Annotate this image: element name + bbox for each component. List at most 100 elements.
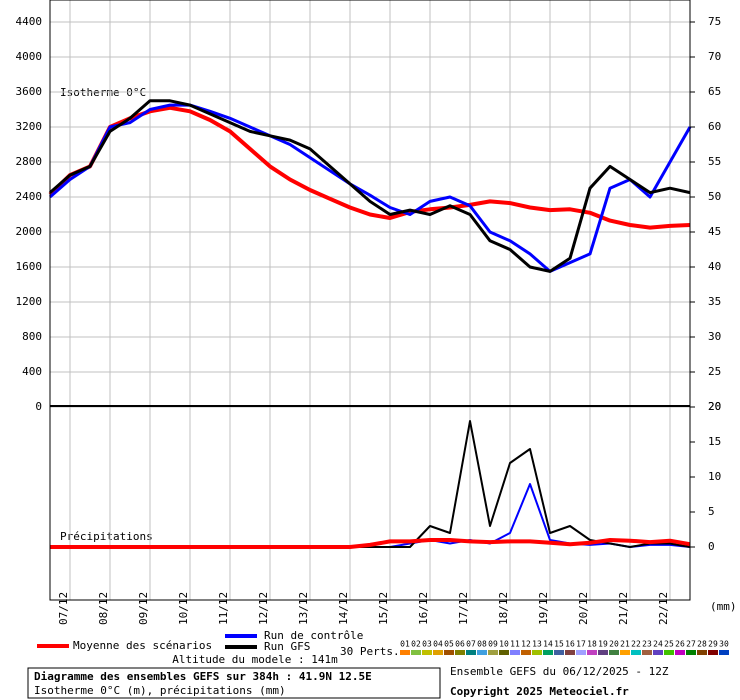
x-tick-label: 22/12 — [657, 592, 670, 625]
unit-label: (mm) — [710, 600, 737, 613]
pert-swatch — [631, 650, 641, 655]
pert-label: 27 — [686, 640, 696, 649]
pert-swatch — [455, 650, 465, 655]
bottom-panel-label: Précipitations — [60, 530, 153, 543]
x-tick-label: 21/12 — [617, 592, 630, 625]
x-tick-label: 16/12 — [417, 592, 430, 625]
pert-label: 04 — [433, 640, 443, 649]
pert-swatch — [620, 650, 630, 655]
series-line — [49, 103, 692, 273]
legend-label: Run de contrôle — [264, 629, 363, 642]
y2-tick-label: 25 — [708, 365, 721, 378]
pert-label: 19 — [598, 640, 608, 649]
pert-swatch — [708, 650, 718, 655]
pert-swatch — [422, 650, 432, 655]
pert-swatch — [499, 650, 509, 655]
footer-subtitle: Isotherme 0°C (m), précipitations (mm) — [34, 684, 286, 697]
pert-label: 05 — [444, 640, 454, 649]
pert-swatch — [653, 650, 663, 655]
pert-label: 11 — [510, 640, 520, 649]
plot-frame — [49, 0, 691, 601]
x-tick-label: 13/12 — [297, 592, 310, 625]
y-tick-label: 4000 — [16, 50, 43, 63]
perts-label: 30 Perts. — [340, 645, 400, 658]
pert-label: 10 — [499, 640, 509, 649]
x-tick-label: 18/12 — [497, 592, 510, 625]
pert-swatch — [675, 650, 685, 655]
y2-tick-label: 60 — [708, 120, 721, 133]
footer-title: Diagramme des ensembles GEFS sur 384h : … — [34, 670, 372, 683]
pert-swatch — [400, 650, 410, 655]
legend-label: Run GFS — [264, 640, 310, 653]
x-tick-label: 07/12 — [57, 592, 70, 625]
pert-swatch — [609, 650, 619, 655]
pert-swatch — [697, 650, 707, 655]
y2-tick-label: 75 — [708, 15, 721, 28]
pert-label: 03 — [422, 640, 432, 649]
y-tick-label: 2800 — [16, 155, 43, 168]
pert-label: 14 — [543, 640, 553, 649]
pert-label: 23 — [642, 640, 652, 649]
pert-swatch — [576, 650, 586, 655]
pert-swatch — [642, 650, 652, 655]
pert-swatch — [477, 650, 487, 655]
y-tick-label: 2400 — [16, 190, 43, 203]
y-tick-label: 2000 — [16, 225, 43, 238]
pert-swatch — [532, 650, 542, 655]
y2-tick-label: 20 — [708, 400, 721, 413]
y2-tick-label: 65 — [708, 85, 721, 98]
pert-label: 13 — [532, 640, 542, 649]
pert-label: 22 — [631, 640, 641, 649]
y-tick-label: 0 — [35, 400, 42, 413]
pert-swatch — [466, 650, 476, 655]
y2-tick-label: 0 — [708, 540, 715, 553]
legend-label: Moyenne des scénarios — [73, 639, 212, 652]
y2-tick-label: 35 — [708, 295, 721, 308]
pert-label: 28 — [697, 640, 707, 649]
pert-label: 16 — [565, 640, 575, 649]
x-tick-label: 10/12 — [177, 592, 190, 625]
pert-label: 20 — [609, 640, 619, 649]
pert-swatch — [686, 650, 696, 655]
pert-label: 18 — [587, 640, 597, 649]
x-tick-label: 09/12 — [137, 592, 150, 625]
altitude: Altitude du modele : 141m — [172, 653, 338, 666]
y-tick-label: 3600 — [16, 85, 43, 98]
x-tick-label: 17/12 — [457, 592, 470, 625]
x-tick-label: 14/12 — [337, 592, 350, 625]
series-line — [49, 99, 691, 273]
x-tick-label: 11/12 — [217, 592, 230, 625]
pert-label: 06 — [455, 640, 465, 649]
x-tick-label: 12/12 — [257, 592, 270, 625]
footer-copyright: Copyright 2025 Meteociel.fr — [450, 685, 629, 698]
pert-label: 08 — [477, 640, 487, 649]
pert-swatch — [664, 650, 674, 655]
pert-swatch — [565, 650, 575, 655]
pert-swatch — [521, 650, 531, 655]
y-tick-label: 1200 — [16, 295, 43, 308]
pert-swatch — [554, 650, 564, 655]
pert-label: 30 — [719, 640, 729, 649]
footer-run: Ensemble GEFS du 06/12/2025 - 12Z — [450, 665, 669, 678]
pert-swatch — [444, 650, 454, 655]
pert-swatch — [598, 650, 608, 655]
y2-tick-label: 5 — [708, 505, 715, 518]
x-tick-label: 15/12 — [377, 592, 390, 625]
x-tick-label: 08/12 — [97, 592, 110, 625]
pert-label: 07 — [466, 640, 476, 649]
y2-tick-label: 50 — [708, 190, 721, 203]
pert-label: 09 — [488, 640, 498, 649]
pert-swatch — [488, 650, 498, 655]
pert-label: 12 — [521, 640, 531, 649]
series-line — [50, 538, 691, 549]
pert-swatch — [719, 650, 729, 655]
pert-label: 25 — [664, 640, 674, 649]
y2-tick-label: 30 — [708, 330, 721, 343]
y2-tick-label: 15 — [708, 435, 721, 448]
pert-swatch — [510, 650, 520, 655]
pert-swatch — [587, 650, 597, 655]
y-tick-label: 4400 — [16, 15, 43, 28]
pert-swatch — [411, 650, 421, 655]
